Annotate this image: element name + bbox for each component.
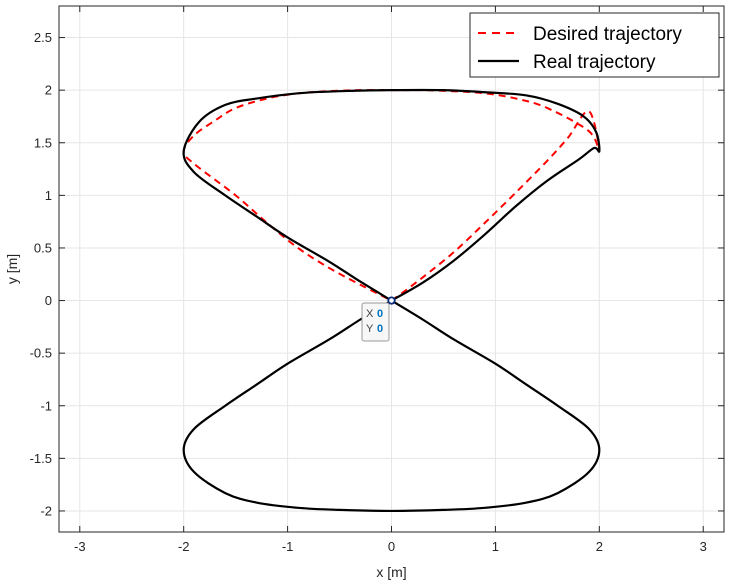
x-tick-label: 1 xyxy=(492,539,499,554)
y-axis-label: y [m] xyxy=(4,254,20,284)
legend-box xyxy=(469,12,720,78)
y-tick-label: 0 xyxy=(45,293,52,308)
y-tick-label: 1.5 xyxy=(34,135,52,150)
y-tick-label: -2 xyxy=(40,503,52,518)
x-tick-label: -2 xyxy=(178,539,190,554)
x-tick-label: -1 xyxy=(282,539,294,554)
axes-frame xyxy=(58,5,725,533)
x-axis-label: x [m] xyxy=(376,564,406,580)
datatip[interactable]: X 0 Y 0 xyxy=(361,296,396,342)
y-tick-label: 0.5 xyxy=(34,240,52,255)
legend-label-desired: Desired trajectory xyxy=(533,24,682,45)
legend-label-real: Real trajectory xyxy=(533,52,656,73)
x-tick-labels: -3 -2 -1 0 1 2 3 xyxy=(74,539,707,554)
y-tick-label: -1.5 xyxy=(30,451,52,466)
legend[interactable]: Desired trajectory Real trajectory xyxy=(469,12,720,78)
datatip-y-label: Y xyxy=(366,323,374,335)
y-tick-label: -1 xyxy=(40,398,52,413)
datatip-box xyxy=(361,302,390,342)
x-tick-label: 3 xyxy=(700,539,707,554)
x-tick-label: 2 xyxy=(596,539,603,554)
y-tick-label: 2.5 xyxy=(34,30,52,45)
datatip-x-value: 0 xyxy=(377,308,383,320)
x-tick-label: 0 xyxy=(388,539,395,554)
x-tick-label: -3 xyxy=(74,539,86,554)
datatip-y-value: 0 xyxy=(377,323,383,335)
y-tick-label: 1 xyxy=(45,188,52,203)
series-real-trajectory xyxy=(182,88,601,513)
series-layer xyxy=(182,88,601,513)
y-tick-label: 2 xyxy=(45,83,52,98)
y-tick-label: -0.5 xyxy=(30,346,52,361)
y-tick-labels: -2 -1.5 -1 -0.5 0 0.5 1 1.5 2 2.5 xyxy=(30,30,52,518)
datatip-marker[interactable] xyxy=(387,296,396,305)
datatip-x-label: X xyxy=(366,308,374,320)
